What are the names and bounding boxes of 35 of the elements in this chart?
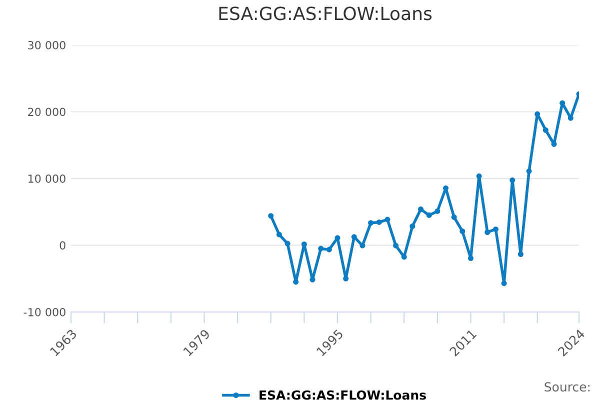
y-tick-label: 10 000 [28, 174, 66, 183]
point [360, 242, 366, 248]
point [393, 242, 399, 248]
point [510, 177, 516, 183]
point [434, 208, 440, 214]
y-tick-label: 30 000 [28, 40, 66, 50]
point [451, 214, 457, 220]
legend-label: ESA:GG:AS:FLOW:Loans [260, 390, 426, 400]
point [526, 168, 532, 174]
chart-title: ESA:GG:AS:FLOW:Loans [219, 6, 432, 20]
point [534, 111, 540, 117]
point [326, 246, 332, 252]
point [460, 228, 466, 234]
point [542, 127, 548, 133]
point [476, 173, 482, 179]
point [410, 223, 416, 230]
point [492, 226, 498, 232]
source-note: Source: [544, 382, 590, 392]
y-tick-label: -10 000 [24, 308, 66, 316]
point [284, 240, 290, 246]
point [318, 246, 324, 252]
point [418, 206, 424, 212]
point [384, 216, 390, 222]
point [368, 220, 374, 226]
point [376, 219, 382, 225]
y-tick-label: 20 000 [28, 108, 66, 116]
point [442, 185, 449, 191]
point [268, 213, 274, 219]
point [334, 235, 340, 241]
point [276, 232, 282, 238]
point [501, 280, 507, 286]
point [293, 279, 299, 285]
point [484, 229, 490, 236]
point [426, 212, 432, 218]
y-tick-label: 0 [60, 241, 66, 250]
